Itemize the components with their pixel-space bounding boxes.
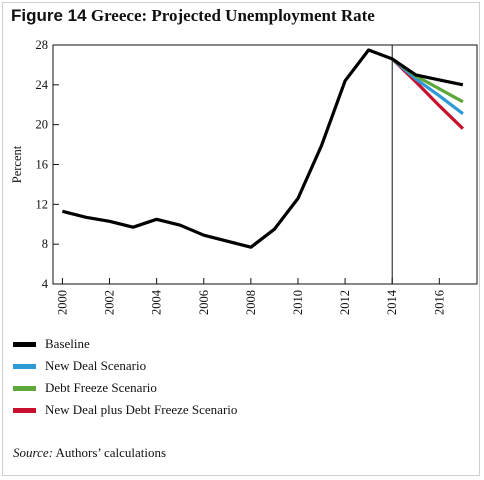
- y-axis-label: Percent: [10, 145, 24, 183]
- legend-label-debt-freeze: Debt Freeze Scenario: [45, 380, 157, 395]
- y-tick-label: 8: [42, 237, 48, 251]
- legend-item-debt-freeze: Debt Freeze Scenario: [13, 377, 237, 399]
- x-tick-label: 2012: [338, 290, 352, 315]
- y-tick-label: 28: [36, 38, 49, 52]
- legend: Baseline New Deal Scenario Debt Freeze S…: [13, 333, 237, 421]
- y-tick-label: 12: [36, 197, 49, 211]
- figure-title-text: Greece: Projected Unemployment Rate: [90, 6, 375, 25]
- source-text: Authors’ calculations: [55, 445, 167, 460]
- series-line-baseline: [62, 48, 464, 249]
- legend-swatch-debt-freeze: [13, 385, 36, 391]
- y-tick-label: 4: [42, 277, 49, 291]
- x-tick-label: 2002: [103, 290, 117, 315]
- source-note: Source: Authors’ calculations: [13, 445, 166, 461]
- x-tick-label: 2014: [385, 289, 399, 315]
- figure-number: Figure 14: [11, 6, 87, 25]
- y-tick-label: 24: [36, 78, 49, 92]
- x-tick-label: 2004: [150, 289, 164, 315]
- figure-frame: [2, 2, 480, 476]
- x-tick-label: 2016: [432, 290, 446, 315]
- legend-label-new-deal: New Deal Scenario: [45, 358, 147, 373]
- source-label: Source:: [13, 445, 53, 460]
- figure-title: Figure 14 Greece: Projected Unemployment…: [11, 6, 375, 26]
- x-tick-label: 2000: [55, 290, 69, 315]
- y-tick-label: 20: [36, 118, 49, 132]
- x-tick-label: 2008: [244, 290, 258, 315]
- x-tick-label: 2010: [291, 290, 305, 315]
- legend-item-new-deal-plus-debt-freeze: New Deal plus Debt Freeze Scenario: [13, 399, 237, 421]
- legend-swatch-new-deal: [13, 363, 36, 369]
- legend-swatch-new-deal-plus-debt-freeze: [13, 407, 36, 413]
- legend-label-baseline: Baseline: [45, 336, 90, 351]
- y-tick-label: 16: [36, 158, 49, 172]
- legend-item-baseline: Baseline: [13, 333, 237, 355]
- x-tick-label: 2006: [197, 290, 211, 315]
- legend-item-new-deal: New Deal Scenario: [13, 355, 237, 377]
- legend-label-new-deal-plus-debt-freeze: New Deal plus Debt Freeze Scenario: [45, 402, 238, 417]
- legend-swatch-baseline: [13, 341, 36, 347]
